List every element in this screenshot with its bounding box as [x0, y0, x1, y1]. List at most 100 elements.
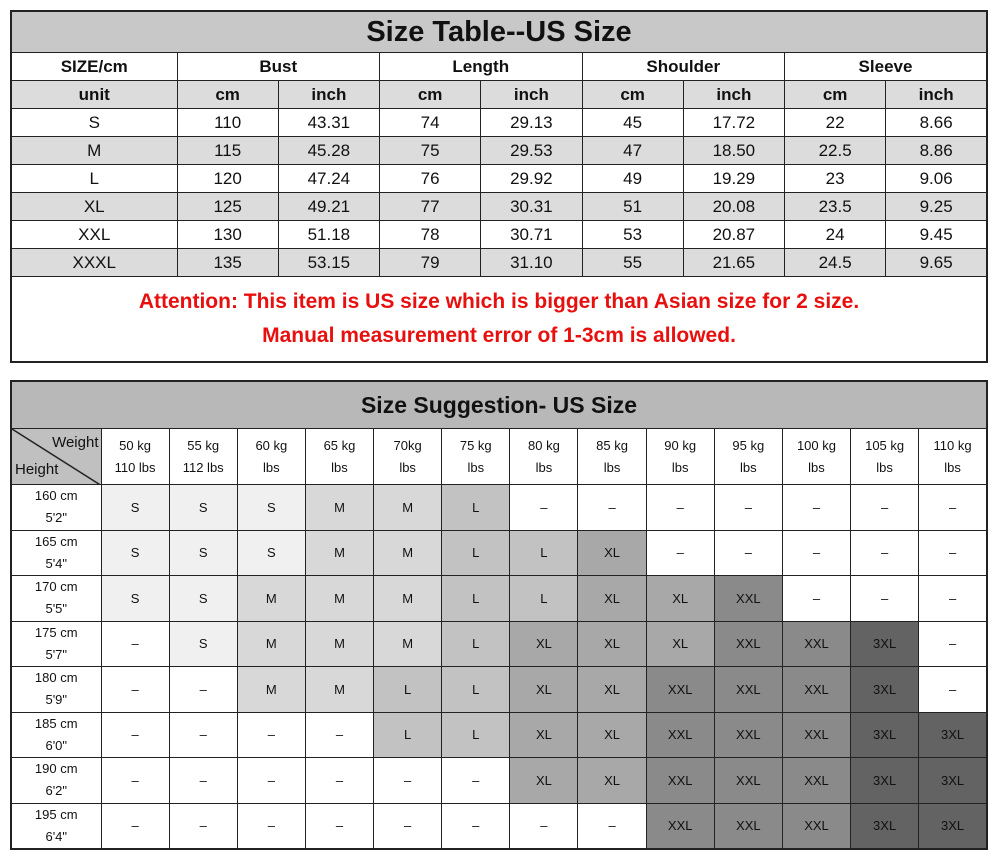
weight-header: 80 kg lbs: [509, 428, 579, 485]
unit-cell: cm: [176, 80, 279, 109]
height-row: 165 cm 5'4" S S S M M L L XL – – – – –: [10, 529, 988, 576]
size-cell: XXL: [713, 802, 783, 850]
size-cell: XL: [577, 757, 647, 804]
weight-lbs: lbs: [263, 459, 280, 475]
weight-header: 55 kg 112 lbs: [168, 428, 238, 485]
size-cell: L: [441, 666, 511, 713]
weight-lbs: lbs: [535, 459, 553, 475]
size-cell: –: [304, 757, 375, 804]
height-header: 165 cm 5'4": [10, 529, 102, 576]
size-cell: –: [100, 666, 170, 713]
height-header: 195 cm 6'4": [10, 802, 102, 850]
size-cell: 3XL: [850, 757, 920, 804]
size-cell: –: [713, 484, 783, 531]
size-cell: M: [373, 575, 443, 622]
header-sleeve: Sleeve: [784, 52, 988, 81]
size-cell: XXL: [781, 802, 852, 850]
size-cell: –: [304, 802, 375, 850]
height-cm: 170 cm: [34, 579, 78, 595]
unit-cell: inch: [277, 80, 381, 109]
attention-line-1: Attention: This item is US size which is…: [138, 290, 860, 313]
size-table: Size Table--US Size SIZE/cm Bust Length …: [10, 10, 988, 363]
height-cm: 165 cm: [34, 533, 78, 549]
header-length: Length: [379, 52, 583, 81]
size-cell: S: [100, 575, 170, 622]
weight-kg: 75 kg: [459, 437, 492, 453]
measurement-cell: 29.13: [480, 108, 583, 137]
size-label: S: [10, 108, 178, 137]
height-row: 185 cm 6'0" – – – – L L XL XL XXL XXL XXL 3XL 3XL: [10, 711, 988, 758]
weight-label: Weight: [52, 434, 99, 451]
weight-lbs: lbs: [671, 459, 689, 475]
size-cell: XXL: [645, 711, 715, 758]
measurement-cell: 51: [581, 192, 684, 221]
measurement-cell: 22: [783, 108, 887, 137]
size-cell: XXL: [713, 575, 783, 622]
size-cell: –: [781, 484, 852, 531]
size-cell: XXL: [645, 757, 715, 804]
size-cell: S: [100, 529, 170, 576]
unit-cell: cm: [581, 80, 684, 109]
table-row: M 115 45.28 75 29.53 47 18.50 22.5 8.86: [10, 136, 988, 165]
size-cell: M: [236, 620, 306, 667]
size-cell: L: [509, 529, 579, 576]
measurement-cell: 21.65: [682, 248, 786, 277]
measurement-cell: 18.50: [682, 136, 786, 165]
weight-kg: 80 kg: [528, 437, 560, 453]
size-cell: –: [509, 484, 579, 531]
size-cell: –: [781, 575, 852, 622]
weight-kg: 95 kg: [732, 437, 765, 453]
size-cell: XL: [509, 711, 579, 758]
size-cell: –: [236, 711, 306, 758]
size-cell: M: [236, 666, 306, 713]
measurement-cell: 9.65: [885, 248, 988, 277]
measurement-cell: 20.08: [682, 192, 786, 221]
size-cell: –: [918, 484, 988, 531]
size-cell: M: [373, 484, 443, 531]
size-cell: –: [645, 529, 715, 576]
size-cell: M: [373, 620, 443, 667]
measurement-cell: 24.5: [783, 248, 887, 277]
measurement-cell: 43.31: [277, 108, 381, 137]
weight-kg: 110 kg: [933, 437, 972, 453]
size-cell: –: [168, 666, 238, 713]
height-row: 170 cm 5'5" S S M M M L L XL XL XXL – – –: [10, 575, 988, 622]
height-label: Height: [15, 461, 59, 478]
measurement-cell: 29.92: [480, 164, 583, 193]
table-row: S 110 43.31 74 29.13 45 17.72 22 8.66: [10, 108, 988, 137]
weight-kg: 100 kg: [796, 437, 836, 453]
weight-header: 105 kg lbs: [850, 428, 920, 485]
weight-header: 90 kg lbs: [645, 428, 715, 485]
weight-header: 100 kg lbs: [781, 428, 852, 485]
size-cell: –: [168, 757, 238, 804]
size-cell: M: [304, 575, 375, 622]
size-cell: –: [441, 757, 511, 804]
size-cell: L: [441, 711, 511, 758]
measurement-cell: 49.21: [277, 192, 381, 221]
measurement-cell: 74: [378, 108, 482, 137]
height-header: 160 cm 5'2": [10, 484, 102, 531]
measurement-cell: 110: [176, 108, 279, 137]
weight-lbs: 112 lbs: [182, 459, 224, 475]
size-cell: M: [304, 666, 375, 713]
weight-header: 50 kg 110 lbs: [100, 428, 170, 485]
measurement-cell: 51.18: [277, 220, 381, 249]
unit-cell: cm: [783, 80, 887, 109]
measurement-cell: 125: [176, 192, 279, 221]
attention-note: Attention: This item is US size which is…: [10, 276, 988, 363]
size-cell: XL: [577, 666, 647, 713]
weight-header: 65 kg lbs: [304, 428, 375, 485]
size-cell: M: [304, 484, 375, 531]
measurement-cell: 78: [378, 220, 482, 249]
height-ft: 6'2": [45, 783, 68, 799]
size-cell: –: [918, 666, 988, 713]
header-bust: Bust: [176, 52, 380, 81]
weight-lbs: lbs: [944, 459, 961, 475]
size-cell: –: [850, 484, 920, 531]
measurement-cell: 45.28: [277, 136, 381, 165]
height-header: 170 cm 5'5": [10, 575, 102, 622]
size-cell: –: [441, 802, 511, 850]
size-cell: L: [441, 575, 511, 622]
height-cm: 160 cm: [34, 488, 78, 504]
measurement-cell: 8.66: [885, 108, 988, 137]
